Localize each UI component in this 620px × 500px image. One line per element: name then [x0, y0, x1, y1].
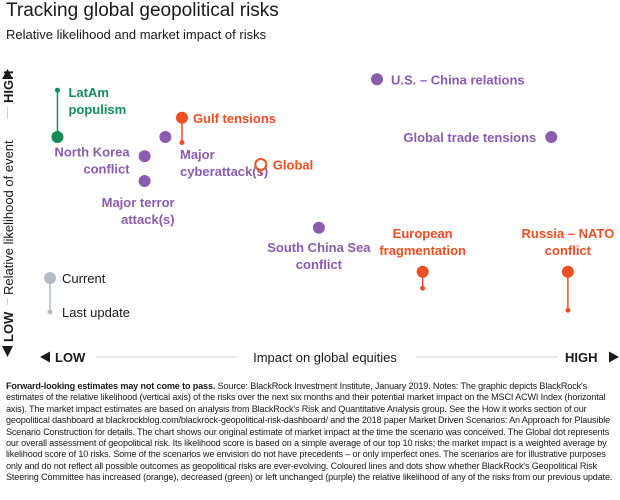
x-axis-high-label: HIGH — [565, 350, 598, 365]
global-trade-tensions-point — [545, 131, 558, 143]
y-axis-arrow-up-icon — [2, 69, 13, 79]
footnote-text: Source: BlackRock Investment Institute, … — [6, 381, 613, 483]
chart-title: Tracking global geopolitical risks — [6, 0, 279, 21]
latam-populism-previous-point — [54, 87, 60, 93]
legend-current-marker — [44, 272, 56, 284]
european-fragmentation-previous-point — [420, 285, 426, 291]
y-axis-arrow-down-icon — [2, 346, 13, 357]
x-axis-arrow-left-icon — [40, 351, 50, 363]
chart-subtitle: Relative likelihood and market impact of… — [6, 27, 267, 42]
legend-previous-marker — [47, 309, 53, 315]
footnote: Forward-looking estimates may not come t… — [6, 381, 614, 484]
european-fragmentation-point — [416, 265, 429, 278]
russia-nato-conflict-point — [561, 265, 574, 278]
major-terror-attack-s-label: Major terror attack(s) — [102, 195, 175, 227]
x-axis-arrow-right-icon — [609, 351, 619, 363]
x-axis-low-label: LOW — [55, 350, 86, 365]
north-korea-conflict-label: North Korea conflict — [54, 144, 130, 176]
major-cyberattack-s-point — [159, 131, 172, 143]
gulf-tensions-label: Gulf tensions — [193, 111, 276, 126]
x-axis-label: Impact on global equities — [253, 350, 397, 365]
gulf-tensions-previous-point — [179, 140, 185, 145]
russia-nato-conflict-previous-point — [565, 307, 571, 313]
european-fragmentation-label: European fragmentation — [379, 226, 466, 258]
gulf-tensions-point — [175, 111, 188, 124]
u-s-china-relations-point — [371, 73, 383, 86]
global-point — [254, 158, 268, 171]
u-s-china-relations-label: U.S. – China relations — [391, 72, 525, 87]
north-korea-conflict-point — [138, 150, 151, 163]
global-label: Global — [273, 158, 313, 173]
major-cyberattack-s-label: Major cyberattack(s) — [180, 147, 268, 179]
global-trade-tensions-label: Global trade tensions — [403, 130, 536, 145]
legend-previous-label: Last update — [62, 305, 130, 320]
footnote-disclaimer: Forward-looking estimates may not come t… — [6, 381, 216, 391]
y-axis-low-label: LOW — [1, 311, 16, 342]
south-china-sea-conflict-label: South China Sea conflict — [267, 240, 371, 272]
risk-scatter-chart: HIGH Relative likelihood of event LOW LO… — [1, 69, 619, 365]
russia-nato-conflict-label: Russia – NATO conflict — [522, 226, 615, 258]
latam-populism-point — [51, 131, 64, 143]
y-axis-label: Relative likelihood of event — [1, 140, 16, 295]
legend-current-label: Current — [62, 271, 106, 286]
latam-populism-label: LatAm populism — [68, 85, 126, 117]
south-china-sea-conflict-point — [312, 221, 325, 234]
major-terror-attack-s-point — [138, 175, 151, 187]
